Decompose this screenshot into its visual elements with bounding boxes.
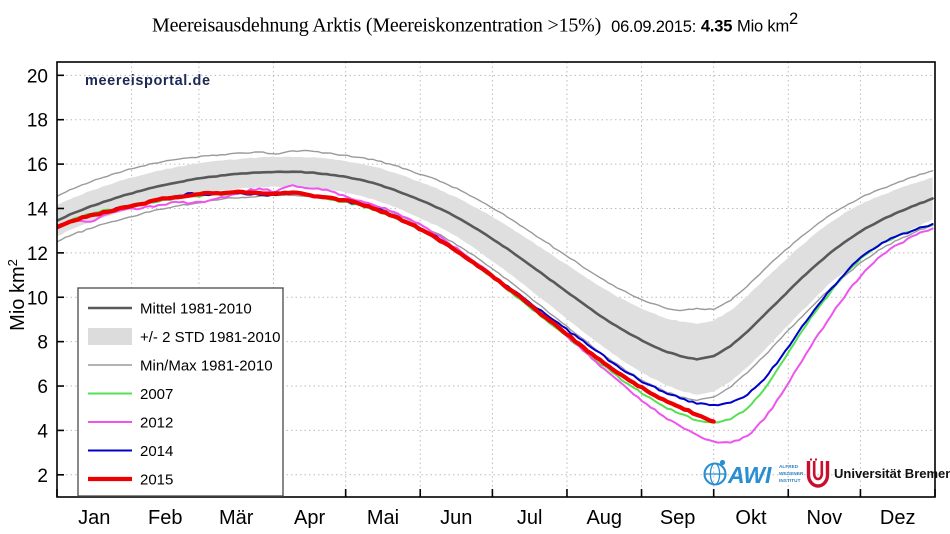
- awi-logo: AWI ALFRED WEGENER INSTITUT: [703, 459, 804, 488]
- legend-label-2-std-1981-2010: +/- 2 STD 1981-2010: [140, 329, 281, 346]
- legend-label-2014: 2014: [140, 443, 173, 460]
- std-band: [57, 156, 933, 395]
- legend-label-min-max-1981-2010: Min/Max 1981-2010: [140, 358, 273, 375]
- legend-label-2012: 2012: [140, 415, 173, 432]
- y-tick-label: 4: [37, 421, 48, 442]
- awi-subtext-line3: INSTITUT: [779, 478, 801, 483]
- x-axis-label-sep: Sep: [660, 507, 696, 529]
- uni-bremen-u-icon: [806, 458, 830, 488]
- x-axis-label-okt: Okt: [735, 507, 767, 529]
- y-axis-ticks: 2 4 6 8 10 12 14 16 18 20: [27, 66, 64, 487]
- y-tick-label: 2: [37, 466, 48, 487]
- y-tick-label: 14: [27, 199, 49, 220]
- legend-label-2007: 2007: [140, 386, 173, 403]
- title-date-text: 06.09.2015:: [611, 17, 697, 36]
- x-axis-label-apr: Apr: [294, 507, 325, 529]
- legend-box: [77, 287, 284, 497]
- y-tick-label: 6: [37, 377, 48, 398]
- awi-subtext-line1: ALFRED: [779, 464, 799, 469]
- y-tick-label: 20: [27, 66, 48, 87]
- x-axis-label-mär: Mär: [219, 507, 254, 529]
- series-line-max-1981-2010: [57, 149, 934, 312]
- y-tick-label: 16: [27, 155, 48, 176]
- x-axis-label-nov: Nov: [807, 507, 843, 529]
- x-axis-label-dez: Dez: [880, 507, 916, 529]
- y-tick-label: 10: [27, 288, 48, 309]
- x-axis-label-jun: Jun: [440, 507, 472, 529]
- y-tick-label: 12: [27, 244, 48, 265]
- x-axis-label-jul: Jul: [517, 507, 543, 529]
- legend-swatch-band: [88, 328, 132, 345]
- series-line-mittel-1981-2010: [57, 170, 934, 361]
- x-axis-label-aug: Aug: [586, 507, 622, 529]
- title-main-text: Meereisausdehnung Arktis (Meereiskonzent…: [152, 14, 602, 37]
- y-tick-label: 18: [27, 111, 48, 132]
- awi-wordmark: AWI: [727, 462, 772, 488]
- awi-subtext-line2: WEGENER: [779, 471, 804, 476]
- x-axis-label-jan: Jan: [78, 507, 110, 529]
- title-value-text: 4.35: [700, 17, 733, 36]
- legend-label-2015: 2015: [140, 472, 173, 489]
- title-unit-text: Mio km: [737, 17, 789, 36]
- y-tick-label: 8: [37, 333, 48, 354]
- uni-bremen-logo: Universität Bremen: [806, 458, 950, 488]
- series-lines: [57, 149, 934, 444]
- watermark-label: meereisportal.de: [85, 73, 211, 89]
- x-axis-labels: Jan Feb Mär Apr Mai Jun Jul Aug Sep Okt Nov Dez: [78, 507, 915, 529]
- x-axis-label-mai: Mai: [367, 507, 399, 529]
- x-axis-label-feb: Feb: [148, 507, 182, 529]
- y-axis-title: Mio km2: [5, 259, 29, 331]
- page-title: Meereisausdehnung Arktis (Meereiskonzent…: [0, 10, 950, 38]
- awi-globe-icon: [703, 459, 727, 486]
- legend-label-mittel-1981-2010: Mittel 1981-2010: [140, 301, 252, 318]
- y-axis-title-exponent: 2: [5, 259, 20, 266]
- std-band-area: [57, 156, 933, 395]
- uni-bremen-wordmark: Universität Bremen: [834, 466, 950, 481]
- series-line-2015: [57, 189, 716, 424]
- y-axis-title-text: Mio km: [7, 266, 29, 330]
- title-unit-exponent: 2: [789, 10, 798, 28]
- plot-frame: [56, 61, 936, 498]
- chart-legend: Mittel 1981-2010 +/- 2 STD 1981-2010 Min/M…: [77, 287, 284, 497]
